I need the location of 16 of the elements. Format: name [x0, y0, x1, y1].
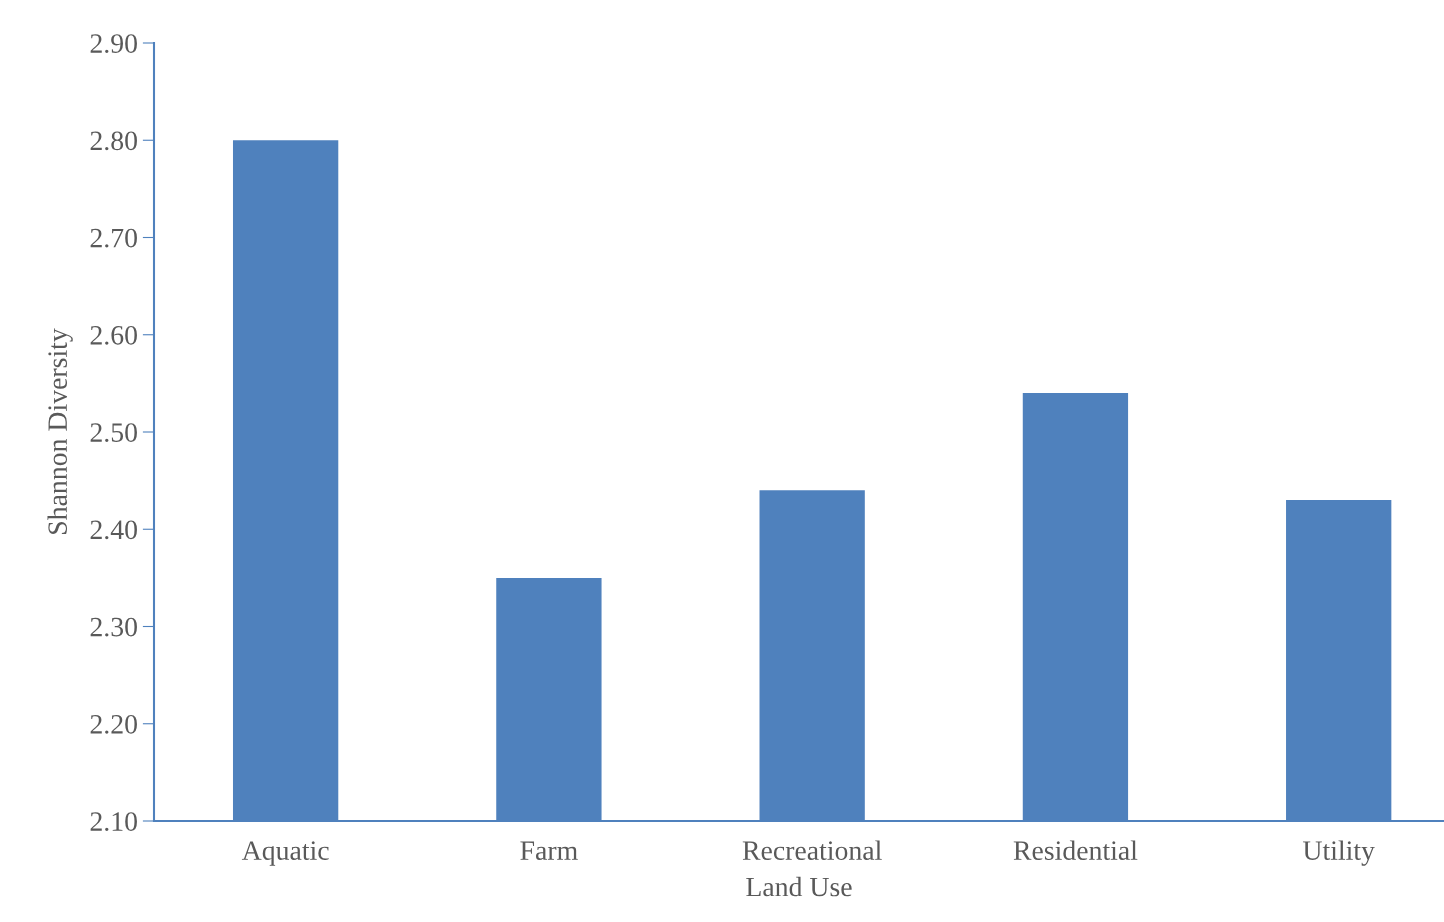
x-axis-title: Land Use	[746, 876, 852, 897]
x-tick-label: Recreational	[742, 840, 882, 860]
y-tick-label: 2.60	[90, 325, 137, 345]
y-tick-label: 2.20	[90, 714, 137, 734]
y-tick-label: 2.10	[90, 812, 137, 832]
y-tick-label: 2.50	[90, 423, 137, 443]
y-tick-label: 2.70	[90, 228, 137, 248]
y-tick-label: 2.40	[90, 520, 137, 540]
x-tick-label: Aquatic	[241, 841, 329, 866]
x-tick-label: Utility	[1303, 840, 1375, 866]
y-tick-label: 2.30	[90, 617, 137, 637]
y-axis-title: Shannon Diversity	[47, 328, 73, 534]
x-tick-label: Farm	[520, 841, 578, 860]
x-tick-label: Residential	[1013, 840, 1138, 860]
y-tick-label: 2.80	[90, 131, 137, 151]
y-tick-label: 2.90	[90, 34, 137, 54]
